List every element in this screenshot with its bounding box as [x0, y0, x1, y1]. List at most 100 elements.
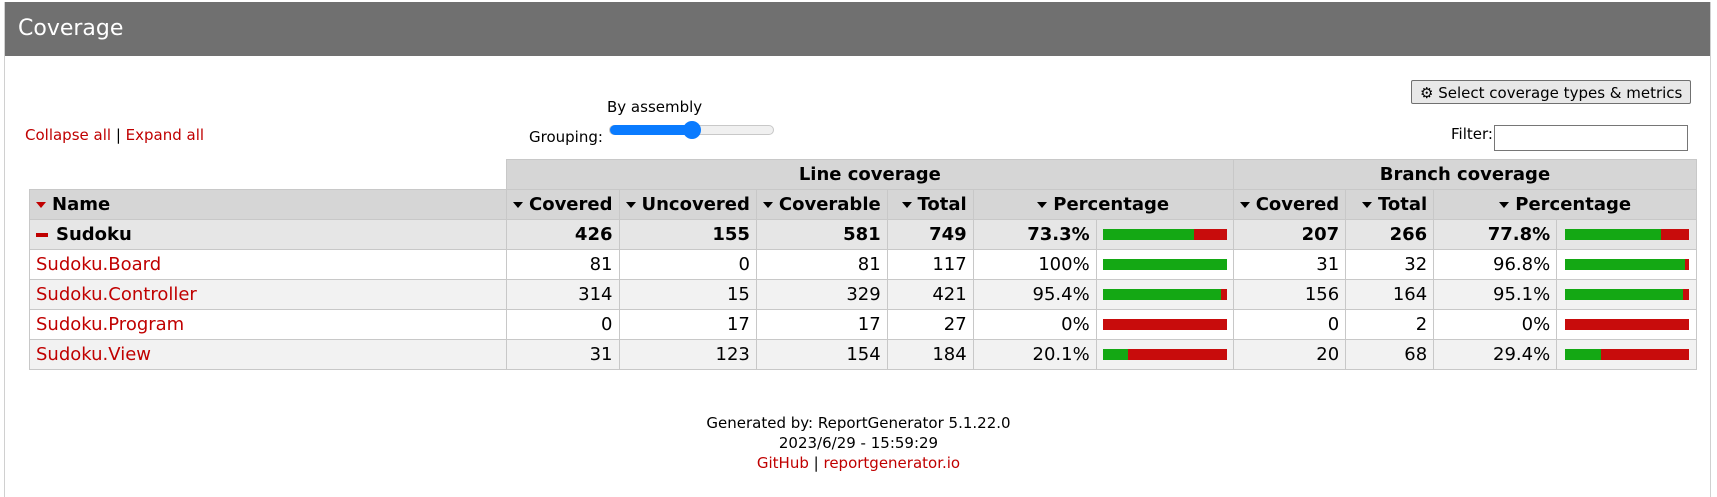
- select-coverage-types-button[interactable]: ⚙ Select coverage types & metrics: [1411, 80, 1692, 104]
- line-coverage-bar: [1102, 229, 1227, 240]
- branch-coverage-bar: [1564, 229, 1689, 240]
- grouping-value: By assembly: [607, 98, 703, 116]
- table-row: Sudoku.Board 81 0 81 117 100% 31 32 96.8%: [29, 249, 1698, 280]
- coverable-cell: 154: [755, 339, 888, 370]
- total-cell: 421: [886, 279, 974, 310]
- branch-total-cell: 32: [1345, 249, 1435, 280]
- branch-total-cell: 2: [1345, 309, 1435, 340]
- sort-down-icon: [901, 202, 912, 208]
- column-header-row: Name Covered Uncovered Coverable Total P…: [29, 189, 1698, 220]
- select-coverage-types-label: Select coverage types & metrics: [1438, 84, 1683, 102]
- branch-total-cell: 164: [1345, 279, 1435, 310]
- uncovered-cell: 155: [618, 219, 757, 250]
- filter-label: Filter:: [1451, 125, 1493, 143]
- covered-cell: 314: [506, 279, 620, 310]
- table-row: Sudoku.View 31 123 154 184 20.1% 20 68 29.4%: [29, 339, 1698, 370]
- sort-covered-header[interactable]: Covered: [506, 189, 620, 220]
- page-frame: Coverage: [4, 2, 1711, 497]
- total-cell: 184: [886, 339, 974, 370]
- sort-down-icon: [513, 202, 523, 208]
- collapse-icon[interactable]: [36, 233, 48, 237]
- name-cell: Sudoku.Board: [29, 249, 507, 280]
- total-cell: 749: [886, 219, 974, 250]
- coverable-cell: 17: [755, 309, 888, 340]
- line-coverage-header: Line coverage: [506, 159, 1234, 190]
- grouping-slider[interactable]: [609, 121, 774, 139]
- branch-coverage-bar-cell: [1556, 279, 1698, 310]
- branch-coverage-bar-cell: [1556, 249, 1698, 280]
- coverable-cell: 81: [755, 249, 888, 280]
- summary-row: Sudoku 426 155 581 749 73.3% 207 266 77.…: [29, 219, 1698, 250]
- sort-down-icon: [1037, 202, 1048, 208]
- covered-cell: 426: [506, 219, 620, 250]
- line-percentage-cell: 100%: [972, 249, 1097, 280]
- line-percentage-cell: 95.4%: [972, 279, 1097, 310]
- branch-percentage-cell: 29.4%: [1433, 339, 1558, 370]
- collapse-expand-links: Collapse all | Expand all: [25, 126, 204, 144]
- grouping-control: By assembly Grouping:: [529, 98, 779, 148]
- branch-covered-cell: 207: [1232, 219, 1347, 250]
- sort-branch-total-header[interactable]: Total: [1345, 189, 1435, 220]
- name-cell: Sudoku.Controller: [29, 279, 507, 310]
- branch-coverage-bar: [1564, 289, 1689, 300]
- line-coverage-bar-cell: [1095, 279, 1234, 310]
- branch-total-cell: 68: [1345, 339, 1435, 370]
- branch-coverage-bar-cell: [1556, 219, 1698, 250]
- collapse-all-link[interactable]: Collapse all: [25, 126, 112, 144]
- line-coverage-bar: [1102, 319, 1227, 330]
- footer: Generated by: ReportGenerator 5.1.22.0 2…: [0, 413, 1717, 473]
- branch-percentage-cell: 95.1%: [1433, 279, 1558, 310]
- total-cell: 27: [886, 309, 974, 340]
- assembly-link[interactable]: Sudoku.Controller: [36, 284, 197, 305]
- page-title: Coverage: [5, 2, 1710, 56]
- sort-coverable-header[interactable]: Coverable: [755, 189, 888, 220]
- summary-name-cell[interactable]: Sudoku: [29, 219, 507, 250]
- footer-links: GitHub | reportgenerator.io: [0, 453, 1717, 473]
- line-coverage-bar: [1102, 349, 1227, 360]
- sort-uncovered-header[interactable]: Uncovered: [618, 189, 757, 220]
- sort-branch-percentage-header[interactable]: Percentage: [1433, 189, 1698, 220]
- covered-cell: 0: [506, 309, 620, 340]
- sort-branch-covered-header[interactable]: Covered: [1232, 189, 1347, 220]
- slider-fill: [610, 125, 692, 135]
- uncovered-cell: 0: [618, 249, 757, 280]
- covered-cell: 81: [506, 249, 620, 280]
- total-cell: 117: [886, 249, 974, 280]
- assembly-link[interactable]: Sudoku.Program: [36, 314, 185, 335]
- gear-icon: ⚙: [1420, 84, 1434, 102]
- uncovered-cell: 17: [618, 309, 757, 340]
- assembly-link[interactable]: Sudoku.Board: [36, 254, 162, 275]
- sort-line-percentage-header[interactable]: Percentage: [972, 189, 1234, 220]
- sort-name-header[interactable]: Name: [29, 189, 507, 220]
- group-header-row: Line coverage Branch coverage: [29, 159, 1698, 190]
- line-percentage-cell: 20.1%: [972, 339, 1097, 370]
- coverable-cell: 329: [755, 279, 888, 310]
- branch-coverage-bar: [1564, 349, 1689, 360]
- grouping-label: Grouping:: [529, 128, 603, 146]
- uncovered-cell: 123: [618, 339, 757, 370]
- sort-down-icon: [1499, 202, 1510, 208]
- reportgenerator-link[interactable]: reportgenerator.io: [823, 454, 961, 472]
- uncovered-cell: 15: [618, 279, 757, 310]
- expand-all-link[interactable]: Expand all: [125, 126, 205, 144]
- line-coverage-bar: [1102, 259, 1227, 270]
- generated-datetime: 2023/6/29 - 15:59:29: [778, 434, 939, 452]
- link-separator: |: [115, 126, 121, 144]
- branch-coverage-bar: [1564, 259, 1689, 270]
- branch-percentage-cell: 96.8%: [1433, 249, 1558, 280]
- covered-cell: 31: [506, 339, 620, 370]
- table-row: Sudoku.Program 0 17 17 27 0% 0 2 0%: [29, 309, 1698, 340]
- slider-thumb[interactable]: [682, 121, 701, 139]
- sort-down-icon: [1362, 202, 1373, 208]
- filter-input[interactable]: [1494, 125, 1688, 151]
- sort-total-header[interactable]: Total: [886, 189, 974, 220]
- assembly-link[interactable]: Sudoku.View: [36, 344, 151, 365]
- name-cell: Sudoku.View: [29, 339, 507, 370]
- branch-covered-cell: 0: [1232, 309, 1347, 340]
- generated-by-text: Generated by: ReportGenerator 5.1.22.0: [706, 414, 1011, 432]
- branch-covered-cell: 20: [1232, 339, 1347, 370]
- github-link[interactable]: GitHub: [756, 454, 809, 472]
- branch-coverage-bar: [1564, 319, 1689, 330]
- footer-separator: |: [813, 454, 819, 472]
- branch-percentage-cell: 0%: [1433, 309, 1558, 340]
